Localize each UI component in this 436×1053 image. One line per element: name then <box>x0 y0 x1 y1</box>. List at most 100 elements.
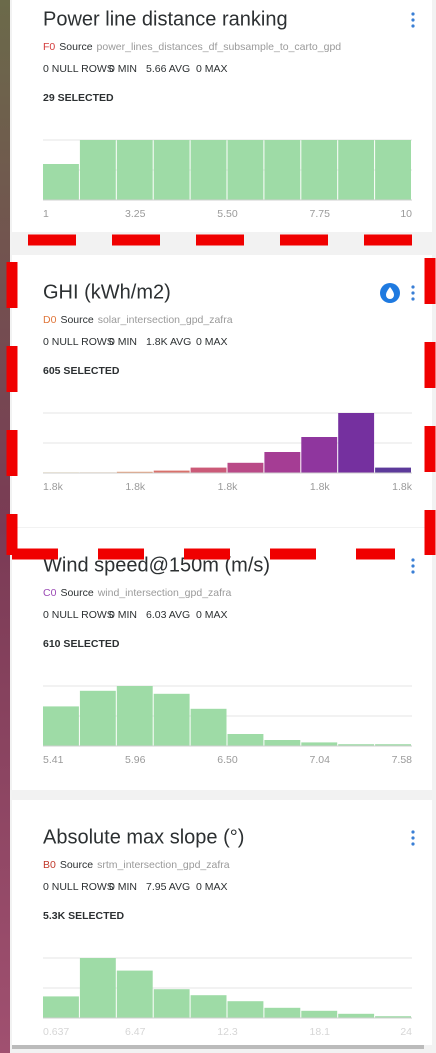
histogram-bar <box>228 463 264 473</box>
widget-card: Absolute max slope (°) B0 Source srtm_inter… <box>12 800 432 1045</box>
widget-title: Absolute max slope (°) <box>43 826 244 848</box>
histogram-bar <box>338 140 374 200</box>
histogram-bar <box>154 694 190 746</box>
stat: 0 MIN <box>109 63 137 75</box>
x-tick-label: 10 <box>400 208 412 220</box>
stat: 5.66 AVG <box>146 63 190 75</box>
histogram-bar <box>43 706 79 746</box>
histogram-bar <box>228 1001 264 1018</box>
scrollbar[interactable] <box>12 1045 424 1049</box>
histogram-bar <box>191 709 227 746</box>
histogram-bar <box>117 686 153 746</box>
x-tick-label: 5.96 <box>125 754 146 766</box>
histogram-bar <box>117 971 153 1018</box>
stat: 0 NULL ROWS <box>43 881 114 893</box>
stat: 1.8K AVG <box>146 336 191 348</box>
x-tick-label: 1.8k <box>43 481 64 493</box>
source-code: D0 <box>43 314 57 326</box>
stat: 7.95 AVG <box>146 881 190 893</box>
x-tick-label: 6.50 <box>217 754 238 766</box>
x-tick-label: 1 <box>43 208 49 220</box>
stat: 0 MIN <box>109 609 137 621</box>
selected-count: 5.3K SELECTED <box>43 910 125 922</box>
histogram-bar <box>264 452 300 473</box>
histogram-bar <box>338 1014 374 1018</box>
stat: 0 MAX <box>196 881 228 893</box>
histogram-bar <box>301 437 337 473</box>
stat: 0 NULL ROWS <box>43 63 114 75</box>
selected-count: 605 SELECTED <box>43 365 120 377</box>
source-name: wind_intersection_gpd_zafra <box>97 587 232 599</box>
selected-count: 610 SELECTED <box>43 638 120 650</box>
x-tick-label: 1.8k <box>310 481 331 493</box>
widget-title: GHI (kWh/m2) <box>43 281 171 303</box>
source-name: solar_intersection_gpd_zafra <box>98 314 233 326</box>
widget-source: F0 Source power_lines_distances_df_subsamp… <box>43 41 341 53</box>
histogram-bar <box>228 734 264 746</box>
histogram-bar <box>191 140 227 200</box>
histogram-bar <box>338 413 374 473</box>
histogram-bar <box>80 958 116 1018</box>
widget-title: Wind speed@150m (m/s) <box>43 554 270 576</box>
histogram-bar <box>264 1008 300 1018</box>
stat: 0 MAX <box>196 609 228 621</box>
source-label: Source <box>60 314 93 326</box>
widget-card: Power line distance ranking F0 Source power… <box>12 0 432 232</box>
x-tick-label: 6.47 <box>125 1026 146 1038</box>
widget-title: Power line distance ranking <box>43 8 288 30</box>
x-tick-label: 1.8k <box>392 481 413 493</box>
stat: 0 NULL ROWS <box>43 336 114 348</box>
histogram-bar <box>191 468 227 473</box>
x-tick-label: 24 <box>400 1026 412 1038</box>
histogram-bar <box>264 140 300 200</box>
histogram-bar <box>154 989 190 1018</box>
sidebar: Power line distance ranking F0 Source power… <box>0 0 436 1053</box>
stat: 0 NULL ROWS <box>43 609 114 621</box>
kebab-menu[interactable] <box>411 830 414 845</box>
x-tick-label: 0.637 <box>43 1026 69 1038</box>
source-label: Source <box>60 587 93 599</box>
histogram-bar <box>301 140 337 200</box>
color-icon[interactable] <box>380 283 400 303</box>
histogram-bar <box>301 1011 337 1018</box>
x-tick-label: 5.50 <box>217 208 238 220</box>
stat: 6.03 AVG <box>146 609 190 621</box>
x-tick-label: 3.25 <box>125 208 146 220</box>
x-tick-label: 5.41 <box>43 754 64 766</box>
x-tick-label: 1.8k <box>218 481 239 493</box>
histogram-bar <box>264 740 300 746</box>
page: {"widgets":[ {"title":"Power line distan… <box>0 0 436 1053</box>
stat: 0 MAX <box>196 336 228 348</box>
source-code: F0 <box>43 41 55 53</box>
kebab-menu[interactable] <box>411 285 414 300</box>
x-tick-label: 7.75 <box>310 208 331 220</box>
x-tick-label: 18.1 <box>310 1026 331 1038</box>
source-label: Source <box>60 859 93 871</box>
histogram-bar <box>301 742 337 746</box>
histogram-bar <box>228 140 264 200</box>
stat: 0 MIN <box>109 881 137 893</box>
source-name: srtm_intersection_gpd_zafra <box>97 859 230 871</box>
selected-count: 29 SELECTED <box>43 92 114 104</box>
histogram-bar <box>80 691 116 746</box>
stat: 0 MAX <box>196 63 228 75</box>
histogram-bar <box>375 140 411 200</box>
stat: 0 MIN <box>109 336 137 348</box>
histogram-bar <box>117 140 153 200</box>
widget-source: B0 Source srtm_intersection_gpd_zafra <box>43 859 230 871</box>
kebab-menu[interactable] <box>411 558 414 573</box>
histogram-bar <box>375 468 411 473</box>
histogram-bar <box>43 996 79 1018</box>
x-tick-label: 7.58 <box>392 754 413 766</box>
kebab-menu[interactable] <box>411 12 414 27</box>
histogram-bar <box>43 164 79 200</box>
source-label: Source <box>59 41 92 53</box>
source-name: power_lines_distances_df_subsample_to_ca… <box>97 41 342 53</box>
source-code: B0 <box>43 859 56 871</box>
x-tick-label: 7.04 <box>310 754 331 766</box>
x-tick-label: 1.8k <box>125 481 146 493</box>
